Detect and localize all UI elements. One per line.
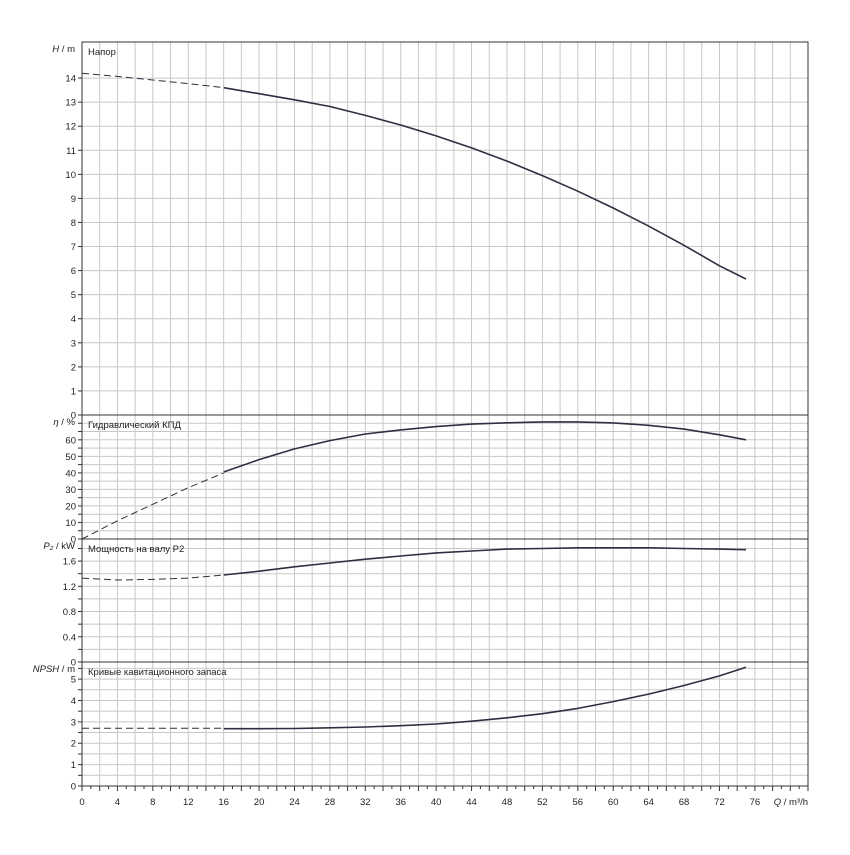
y-axis-label: NPSH / m	[33, 664, 75, 675]
x-axis-label: Q / m³/h	[774, 797, 808, 808]
x-tick-label: 12	[183, 797, 194, 808]
y-tick-label: 2	[71, 362, 76, 373]
x-tick-label: 24	[289, 797, 300, 808]
y-tick-label: 1.2	[63, 582, 76, 593]
x-tick-label: 68	[679, 797, 690, 808]
x-tick-label: 4	[115, 797, 120, 808]
x-tick-label: 16	[218, 797, 229, 808]
curve-solid	[223, 666, 747, 730]
y-axis-label: H / m	[52, 44, 75, 55]
y-tick-label: 0	[71, 535, 76, 546]
y-tick-label: 0	[71, 658, 76, 669]
x-tick-label: 36	[395, 797, 406, 808]
y-tick-label: 30	[65, 485, 76, 496]
panel-power: 0 0.4 0.8 1.2 1.6 P₂ / kW Мощность на валу P2	[43, 538, 809, 669]
y-tick-label: 40	[65, 468, 76, 479]
x-tick-label: 20	[254, 797, 265, 808]
y-axis-label: η / %	[53, 417, 75, 428]
panel-frame	[81, 538, 809, 663]
y-tick-label: 5	[71, 675, 76, 686]
y-tick-label: 14	[65, 74, 76, 85]
y-tick-label: 8	[71, 218, 76, 229]
y-tick-label: 6	[71, 266, 76, 277]
y-tick-label: 3	[71, 717, 76, 728]
y-tick-label: 12	[65, 122, 76, 133]
y-tick-label: 60	[65, 435, 76, 446]
x-tick-label: 28	[325, 797, 336, 808]
x-axis: 0 4 8 12 16 20 24 28 32 36 40 44 48 52 56 60 64 68 72 76 Q /…	[79, 786, 809, 808]
panel-frame	[81, 414, 809, 540]
y-tick-label: 1	[71, 760, 76, 771]
curve-solid	[223, 86, 747, 280]
y-tick-label: 50	[65, 452, 76, 463]
curve-dashed	[81, 72, 224, 89]
x-tick-label: 48	[502, 797, 513, 808]
panel-title: Напор	[88, 47, 116, 58]
panel-title: Мощность на валу P2	[88, 544, 184, 555]
panel-frame	[81, 41, 809, 416]
x-tick-label: 52	[537, 797, 548, 808]
x-tick-label: 44	[466, 797, 477, 808]
y-tick-label: 4	[71, 314, 76, 325]
y-tick-label: 3	[71, 338, 76, 349]
y-tick-label: 1	[71, 386, 76, 397]
panel-efficiency: 0 10 20 30 40 50 60 η / % Гидравлический КПД	[53, 414, 809, 546]
y-tick-label: 9	[71, 194, 76, 205]
x-tick-label: 76	[750, 797, 761, 808]
curve-solid	[223, 546, 747, 576]
y-tick-label: 4	[71, 696, 76, 707]
x-tick-label: 72	[714, 797, 725, 808]
curve-solid	[223, 421, 747, 473]
y-tick-label: 7	[71, 242, 76, 253]
y-tick-label: 1.6	[63, 557, 76, 568]
y-tick-label: 10	[65, 518, 76, 529]
panel-title: Кривые кавитационного запаса	[88, 667, 227, 678]
y-tick-label: 11	[66, 146, 76, 157]
x-tick-label: 64	[643, 797, 654, 808]
x-tick-label: 56	[573, 797, 584, 808]
x-tick-label: 40	[431, 797, 442, 808]
y-tick-label: 0	[71, 411, 76, 422]
y-tick-label: 13	[65, 98, 76, 109]
x-tick-label: 60	[608, 797, 619, 808]
y-tick-label: 2	[71, 739, 76, 750]
y-tick-label: 0	[71, 782, 76, 793]
curve-dashed	[81, 574, 224, 581]
y-axis-label: P₂ / kW	[43, 541, 75, 552]
y-tick-label: 0.8	[63, 607, 76, 618]
curve-dashed	[81, 472, 224, 540]
panel-title: Гидравлический КПД	[88, 420, 181, 431]
y-tick-label: 5	[71, 290, 76, 301]
x-tick-label: 8	[150, 797, 155, 808]
y-tick-label: 20	[65, 501, 76, 512]
x-tick-label: 32	[360, 797, 371, 808]
y-tick-label: 10	[65, 170, 76, 181]
y-tick-label: 0.4	[63, 632, 76, 643]
x-tick-label: 0	[79, 797, 84, 808]
